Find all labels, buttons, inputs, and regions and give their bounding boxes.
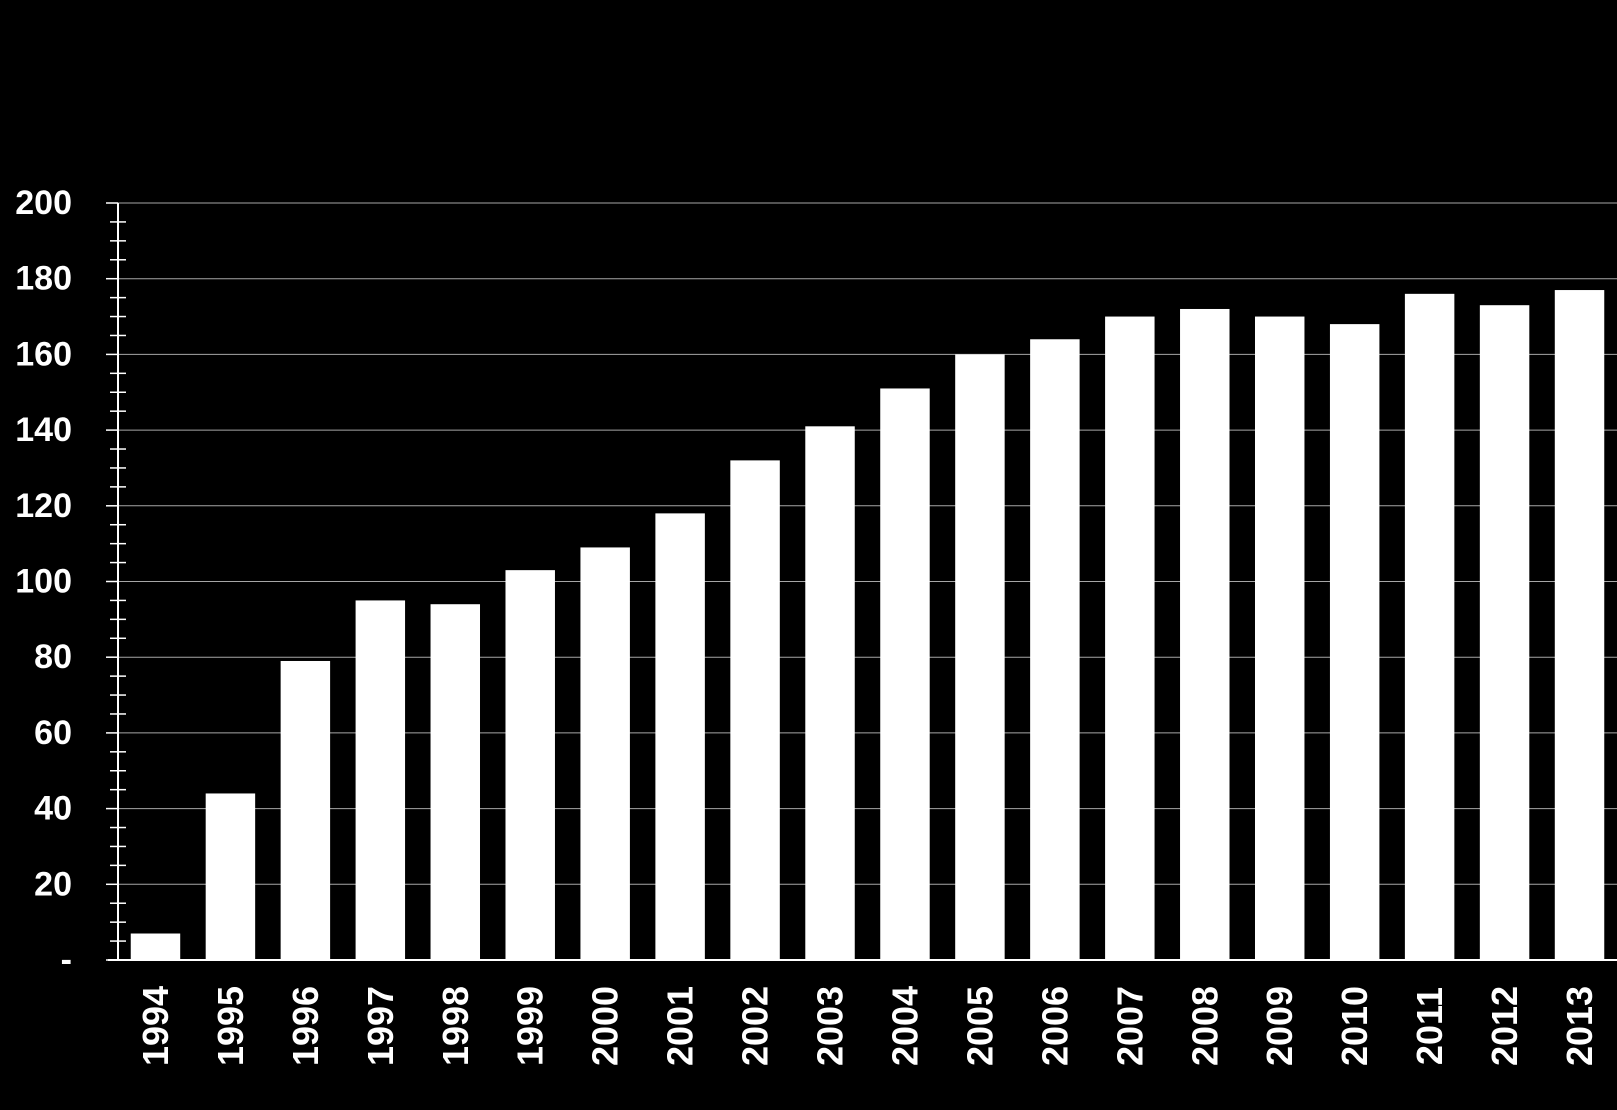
x-tick-label-1994: 1994 bbox=[135, 986, 176, 1066]
y-tick-label-160: 160 bbox=[15, 335, 72, 373]
bar-2001 bbox=[655, 513, 705, 960]
bar-2006 bbox=[1030, 339, 1080, 960]
x-tick-label-2006: 2006 bbox=[1034, 986, 1075, 1066]
x-tick-label-2009: 2009 bbox=[1259, 986, 1300, 1066]
bar-2013 bbox=[1554, 290, 1605, 960]
x-tick-labels: 1994 1995 1996 1997 1998 1999 2000 2001 2002 2003… bbox=[135, 986, 1600, 1066]
bar-1995 bbox=[205, 793, 256, 960]
bars bbox=[130, 290, 1605, 961]
y-tick-label-180: 180 bbox=[15, 260, 72, 298]
bar-2003 bbox=[805, 426, 855, 960]
bar-2008 bbox=[1180, 308, 1230, 961]
x-tick-label-2010: 2010 bbox=[1334, 986, 1375, 1066]
y-tick-label-120: 120 bbox=[15, 487, 72, 525]
y-tick-label-20: 20 bbox=[34, 865, 72, 903]
x-tick-label-2004: 2004 bbox=[884, 986, 925, 1066]
bar-2011 bbox=[1404, 293, 1455, 961]
x-tick-label-2005: 2005 bbox=[959, 986, 1000, 1066]
gridlines bbox=[118, 202, 1617, 885]
bar-2002 bbox=[730, 460, 780, 960]
bar-2005 bbox=[955, 354, 1005, 960]
bar-1997 bbox=[355, 600, 406, 960]
bar-2007 bbox=[1105, 316, 1155, 960]
y-tick-label-140: 140 bbox=[15, 411, 72, 449]
x-tick-label-2007: 2007 bbox=[1109, 986, 1150, 1066]
x-tick-label-1996: 1996 bbox=[285, 986, 326, 1066]
x-tick-label-2011: 2011 bbox=[1409, 987, 1450, 1065]
x-tick-label-2002: 2002 bbox=[735, 986, 776, 1066]
y-tick-label-60: 60 bbox=[34, 714, 72, 752]
bar-2009 bbox=[1254, 316, 1305, 960]
bar-1996 bbox=[280, 660, 331, 960]
x-tick-label-2001: 2001 bbox=[660, 986, 701, 1066]
bar-1999 bbox=[505, 570, 555, 960]
bar-2010 bbox=[1329, 324, 1380, 960]
bar-1998 bbox=[430, 604, 481, 960]
bar-2000 bbox=[580, 547, 630, 960]
y-tick-label-200: 200 bbox=[15, 184, 72, 222]
y-tick-label-40: 40 bbox=[34, 790, 72, 828]
y-tick-label-100: 100 bbox=[15, 563, 72, 601]
x-tick-label-2008: 2008 bbox=[1184, 986, 1225, 1066]
x-tick-label-1999: 1999 bbox=[510, 986, 551, 1066]
y-tick-labels: - 20 40 60 80 100 120 140 160 180 200 bbox=[15, 184, 72, 979]
x-tick-label-2013: 2013 bbox=[1559, 986, 1600, 1066]
x-tick-label-2012: 2012 bbox=[1484, 986, 1525, 1066]
x-tick-label-1995: 1995 bbox=[210, 986, 251, 1066]
x-tick-label-1998: 1998 bbox=[435, 986, 476, 1066]
x-tick-label-2003: 2003 bbox=[810, 986, 851, 1066]
bar-2012 bbox=[1479, 305, 1530, 960]
bar-2004 bbox=[880, 388, 930, 961]
y-tick-label-0: - bbox=[61, 941, 72, 979]
bar-1994 bbox=[130, 933, 181, 960]
y-tick-label-80: 80 bbox=[34, 638, 72, 676]
y-axis bbox=[106, 202, 1617, 961]
x-tick-label-1997: 1997 bbox=[360, 986, 401, 1066]
x-tick-label-2000: 2000 bbox=[585, 986, 626, 1066]
